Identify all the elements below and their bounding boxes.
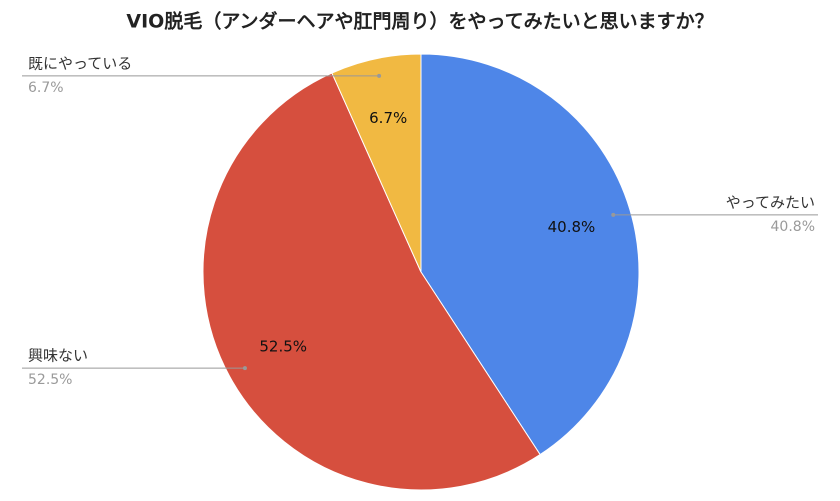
outer-value: 52.5%	[28, 372, 72, 388]
outer-value: 40.8%	[771, 219, 815, 235]
outer-name: 興味ない	[28, 347, 88, 365]
leader-dot	[611, 212, 616, 217]
leader-dot	[242, 366, 247, 371]
labels: 40.8% やってみたい 40.8% 52.5% 興味ない 52.5% 6.7% 既にやってい…	[22, 54, 818, 388]
pie-slice	[331, 53, 422, 273]
slice-label: 6.7%	[369, 109, 407, 127]
outer-name: やってみたい	[726, 193, 815, 211]
outer-name: 既にやっている	[28, 54, 132, 72]
leader-dot	[377, 73, 382, 78]
pie-slice	[202, 72, 541, 491]
slice-label: 52.5%	[259, 338, 307, 356]
pie-slice	[420, 53, 640, 456]
chart-title: VIO脱毛（アンダーヘアや肛門周り）をやってみたいと思いますか？	[126, 10, 713, 33]
pie	[202, 53, 640, 491]
slice-label: 40.8%	[548, 218, 596, 236]
outer-value: 6.7%	[28, 80, 64, 96]
